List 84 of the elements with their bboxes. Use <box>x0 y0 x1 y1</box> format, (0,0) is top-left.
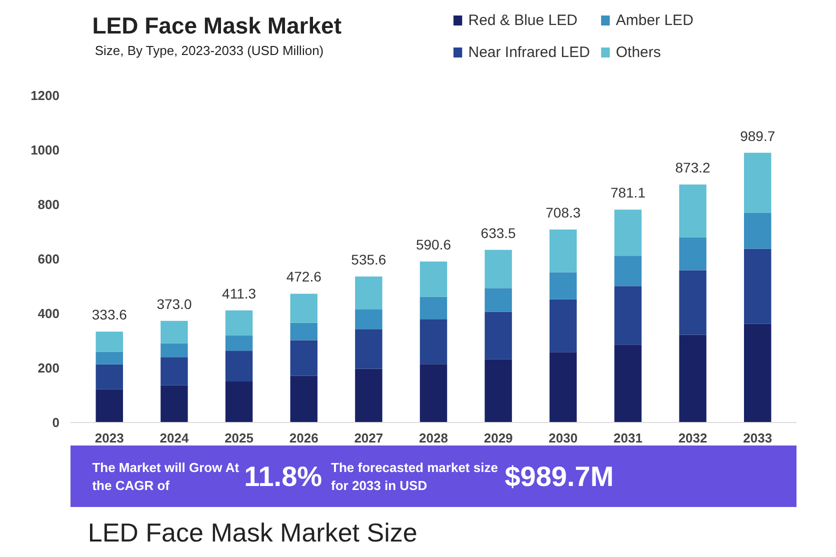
bar <box>160 385 188 422</box>
bar <box>679 237 706 270</box>
bar <box>484 312 512 360</box>
bar <box>225 335 253 351</box>
y-tick-label: 600 <box>38 252 60 266</box>
legend-label: Others <box>616 44 661 61</box>
y-tick-label: 0 <box>52 415 60 430</box>
bar <box>484 250 512 288</box>
bar <box>225 381 253 422</box>
x-tick-label: 2032 <box>678 430 708 446</box>
bar <box>614 286 642 345</box>
bar <box>96 332 124 352</box>
x-tick-label: 2025 <box>224 430 254 446</box>
bar <box>355 309 382 330</box>
y-tick-label: 1200 <box>30 88 60 103</box>
x-tick-label: 2027 <box>354 430 384 446</box>
bar <box>355 329 382 369</box>
text: The Market will Grow At the CAGR of <box>92 460 240 493</box>
text: LED Face Mask Market Size <box>88 518 418 548</box>
y-tick-label: 400 <box>38 306 60 321</box>
bar <box>550 229 577 272</box>
y-tick-label: 1000 <box>30 142 60 158</box>
text: $989.7M <box>504 461 614 492</box>
total-label: 633.5 <box>480 224 516 241</box>
bar <box>679 334 706 422</box>
text: 11.8% <box>244 461 322 492</box>
bar <box>744 248 772 324</box>
bar <box>160 320 188 344</box>
bar <box>420 364 448 422</box>
bar <box>420 319 448 364</box>
bar <box>614 256 642 286</box>
bar <box>96 352 124 364</box>
x-tick-label: 2029 <box>484 430 513 446</box>
bar <box>614 344 642 422</box>
x-tick-label: 2023 <box>94 430 124 446</box>
bar <box>614 210 642 256</box>
y-tick-label: 200 <box>38 360 60 376</box>
bar <box>744 152 772 213</box>
y-tick-label: 800 <box>38 197 60 212</box>
bar <box>225 310 253 336</box>
bar <box>96 364 124 390</box>
chart-title: LED Face Mask Market <box>92 12 342 38</box>
bar <box>355 276 382 310</box>
bar <box>290 340 318 376</box>
bar <box>420 296 448 320</box>
bar <box>420 262 448 297</box>
bar <box>290 294 318 323</box>
bar <box>355 368 382 422</box>
bar <box>744 324 772 422</box>
bar <box>550 299 577 352</box>
x-tick-label: 2028 <box>419 430 448 446</box>
bar <box>550 272 577 300</box>
bar <box>160 343 188 358</box>
text: The forecasted market size for 2033 in USD <box>331 460 498 493</box>
bar <box>550 352 577 422</box>
x-tick-label: 2031 <box>614 430 642 446</box>
total-label: 535.6 <box>351 252 386 268</box>
x-tick-label: 2033 <box>743 430 772 446</box>
total-label: 708.3 <box>546 204 581 220</box>
total-label: 590.6 <box>416 236 452 253</box>
total-label: 989.7 <box>740 128 776 144</box>
total-label: 411.3 <box>222 285 256 302</box>
bar <box>679 270 706 335</box>
x-tick-label: 2030 <box>548 430 578 446</box>
legend-label: Red & Blue LED <box>468 12 578 29</box>
total-label: 333.6 <box>92 306 128 323</box>
x-tick-label: 2026 <box>289 430 318 446</box>
total-label: 781.1 <box>610 184 646 201</box>
bar <box>484 359 512 422</box>
x-tick-label: 2024 <box>160 430 190 446</box>
bar <box>160 357 188 386</box>
bar <box>290 376 318 422</box>
chart-subtitle: Size, By Type, 2023-2033 (USD Million) <box>94 43 324 58</box>
bar <box>96 389 124 422</box>
bar <box>290 322 318 340</box>
bar <box>484 288 512 312</box>
legend-label: Near Infrared LED <box>468 44 590 61</box>
bar <box>679 184 706 238</box>
total-label: 873.2 <box>675 160 711 176</box>
total-label: 373.0 <box>156 296 192 312</box>
total-label: 472.6 <box>286 268 322 285</box>
bar <box>744 212 772 249</box>
bar <box>225 350 253 382</box>
legend-label: Amber LED <box>616 12 694 29</box>
